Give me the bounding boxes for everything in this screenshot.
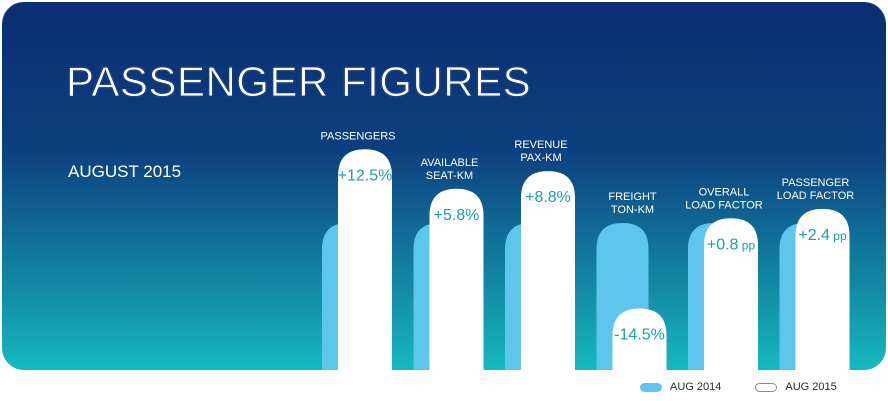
bar-aug-2015	[704, 218, 758, 370]
change-value-label: +12.5%	[338, 167, 393, 184]
page-title: PASSENGER FIGURES	[66, 58, 532, 106]
category-label: REVENUE	[514, 139, 567, 151]
legend-label-2015: AUG 2015	[785, 381, 837, 393]
legend-item-2014: AUG 2014	[640, 381, 721, 393]
category-label: LOAD FACTOR	[777, 190, 854, 202]
bar-aug-2015	[612, 308, 667, 370]
category-label: TON-KM	[611, 204, 654, 216]
change-unit-label: pp	[830, 229, 847, 243]
change-unit-label: pp	[738, 238, 755, 252]
category-label: PAX-KM	[520, 152, 561, 164]
category-label: FREIGHT	[608, 191, 657, 203]
legend-swatch-2014	[640, 382, 662, 392]
category-label: OVERALL	[699, 186, 750, 198]
change-value-label: +5.8%	[434, 207, 480, 224]
change-value-label: +0.8 pp	[707, 236, 756, 253]
change-value-label: -14.5%	[614, 327, 665, 344]
category-label: SEAT-KM	[426, 170, 473, 182]
category-label: AVAILABLE	[421, 157, 479, 169]
legend-label-2014: AUG 2014	[670, 381, 722, 393]
change-value-label: +2.4 pp	[798, 227, 847, 244]
bar-aug-2015	[429, 188, 484, 370]
bar-aug-2015	[338, 149, 392, 370]
bar-aug-2015	[795, 208, 850, 370]
category-label: LOAD FACTOR	[685, 199, 762, 211]
category-label: PASSENGER	[782, 177, 850, 189]
bar-aug-2015	[521, 171, 575, 370]
page-subtitle: AUGUST 2015	[68, 162, 182, 181]
chart-legend: AUG 2014 AUG 2015	[640, 378, 871, 396]
change-value-label: +8.8%	[525, 189, 571, 206]
category-label: PASSENGERS	[321, 130, 396, 142]
legend-item-2015: AUG 2015	[755, 381, 837, 393]
legend-swatch-2015	[755, 382, 778, 392]
